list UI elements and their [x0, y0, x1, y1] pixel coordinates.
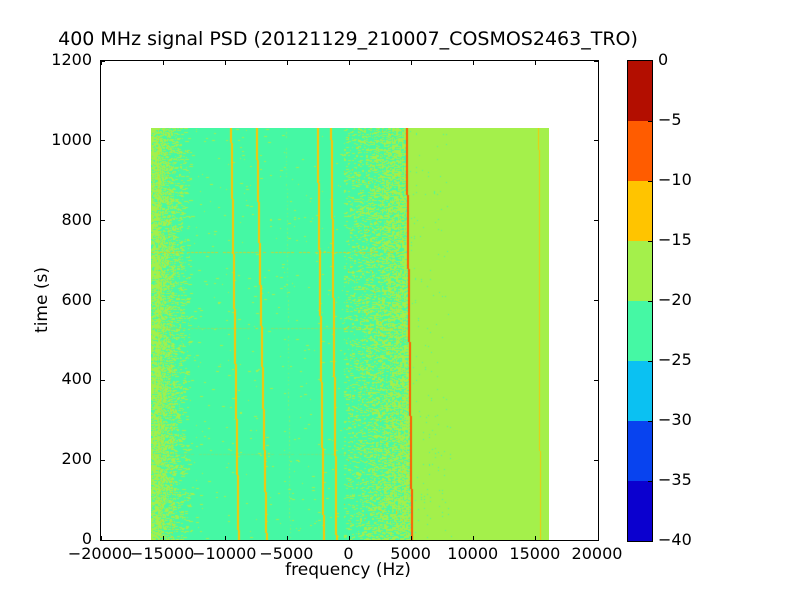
- x-tick-label: 15000: [509, 544, 561, 563]
- x-tick-mark: [224, 536, 226, 540]
- colorbar-tick-mark: [648, 420, 652, 422]
- x-tick-label: 20000: [571, 544, 623, 563]
- spectrogram-heatmap: [151, 128, 549, 540]
- colorbar-tick-mark: [648, 300, 652, 302]
- colorbar-segment: [628, 121, 652, 181]
- y-tick-label: 0: [81, 529, 92, 548]
- y-tick-mark: [101, 220, 105, 222]
- x-tick-label: −5000: [259, 544, 314, 563]
- x-tick-label: 5000: [390, 544, 431, 563]
- x-tick-mark-top: [411, 61, 413, 65]
- y-tick-mark-right: [594, 300, 598, 301]
- y-tick-mark-right: [594, 140, 598, 142]
- x-tick-mark-top: [535, 61, 537, 65]
- x-tick-mark: [100, 536, 102, 540]
- y-tick-mark-right: [594, 459, 598, 461]
- colorbar-tick-label: −25: [658, 350, 692, 369]
- x-tick-mark-top: [597, 61, 599, 65]
- colorbar-tick-label: −30: [658, 410, 692, 429]
- chart-title: 400 MHz signal PSD (20121129_210007_COSM…: [58, 28, 638, 50]
- x-tick-mark: [535, 536, 537, 540]
- y-tick-label: 200: [61, 449, 92, 469]
- x-tick-mark-top: [473, 61, 475, 65]
- x-tick-mark: [162, 536, 164, 540]
- y-tick-mark: [101, 459, 105, 461]
- colorbar-segment: [628, 181, 652, 241]
- colorbar-segment: [628, 301, 652, 361]
- y-tick-mark: [101, 60, 105, 62]
- x-tick-label: −10000: [192, 544, 257, 563]
- colorbar-tick-mark: [648, 180, 652, 182]
- y-tick-label: 600: [61, 289, 92, 309]
- y-tick-mark-right: [594, 60, 598, 62]
- x-tick-mark: [597, 536, 599, 540]
- colorbar-tick-mark: [648, 120, 652, 122]
- y-tick-mark-right: [594, 379, 598, 381]
- y-tick-mark: [101, 539, 105, 541]
- x-tick-mark-top: [349, 61, 350, 65]
- colorbar-tick-label: 0: [658, 50, 669, 69]
- y-tick-label: 800: [61, 209, 92, 229]
- colorbar-tick-label: −15: [658, 230, 692, 249]
- colorbar-tick-mark: [648, 240, 652, 242]
- x-tick-mark-top: [224, 61, 226, 65]
- colorbar-tick-label: −40: [658, 530, 692, 549]
- colorbar: [627, 60, 653, 542]
- colorbar-tick-label: −5: [658, 110, 682, 129]
- x-tick-mark-top: [286, 61, 288, 65]
- x-tick-mark: [349, 536, 350, 540]
- y-tick-label: 1200: [51, 50, 92, 69]
- y-tick-mark-right: [594, 220, 598, 222]
- colorbar-tick-label: −20: [658, 290, 692, 309]
- x-axis-label: frequency (Hz): [285, 560, 411, 580]
- y-tick-mark: [101, 379, 105, 381]
- colorbar-tick-label: −10: [658, 170, 692, 189]
- x-tick-mark: [473, 536, 475, 540]
- colorbar-segment: [628, 241, 652, 301]
- x-tick-mark: [286, 536, 288, 540]
- x-tick-label: −20000: [67, 544, 133, 563]
- plot-area: [100, 60, 599, 541]
- colorbar-segment: [628, 361, 652, 421]
- y-tick-mark: [101, 140, 105, 142]
- y-tick-label: 400: [61, 369, 92, 389]
- x-tick-label: −15000: [129, 544, 195, 563]
- colorbar-segment: [628, 61, 652, 121]
- x-tick-label: 0: [343, 544, 354, 563]
- y-tick-mark: [101, 300, 105, 301]
- x-tick-mark-top: [162, 61, 164, 65]
- colorbar-tick-mark: [648, 480, 652, 482]
- colorbar-tick-mark: [648, 360, 652, 362]
- x-tick-mark: [411, 536, 413, 540]
- colorbar-segment: [628, 481, 652, 541]
- colorbar-segment: [628, 421, 652, 481]
- x-tick-mark-top: [100, 61, 102, 65]
- x-tick-label: 10000: [447, 544, 499, 563]
- colorbar-tick-label: −35: [658, 470, 692, 489]
- y-tick-label: 1000: [51, 129, 92, 149]
- y-tick-mark-right: [594, 539, 598, 541]
